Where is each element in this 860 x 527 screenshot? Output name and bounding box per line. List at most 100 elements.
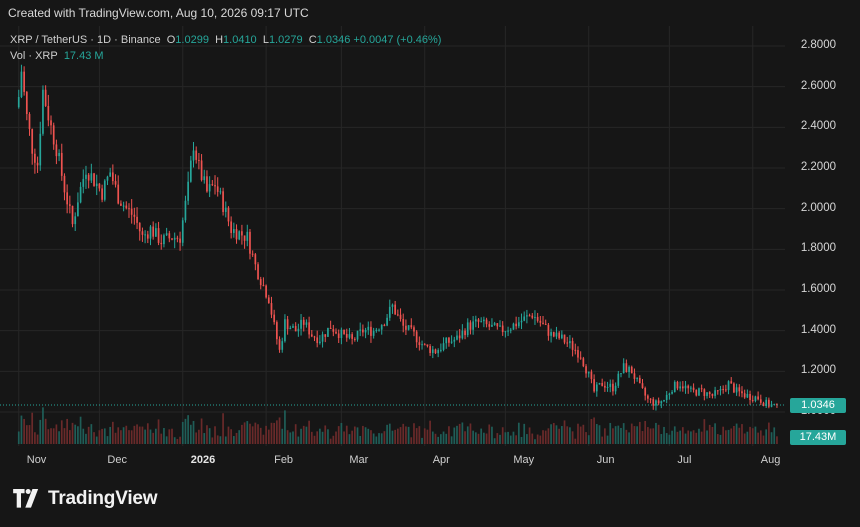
candle-body (504, 331, 507, 333)
volume-bar (450, 436, 453, 444)
volume-bar (523, 423, 526, 444)
volume-bar (749, 426, 751, 444)
volume-bar (203, 433, 206, 444)
volume-bar (337, 426, 340, 444)
volume-bar (552, 422, 555, 444)
tradingview-logo[interactable]: TradingView (10, 488, 158, 510)
volume-bar (448, 426, 450, 444)
candle-body (130, 208, 133, 215)
candle-body (491, 324, 493, 327)
volume-bar (55, 424, 58, 444)
volume-bar (681, 427, 684, 444)
volume-bar (577, 423, 579, 444)
candle-body (211, 184, 214, 186)
volume-bar (251, 426, 254, 444)
volume-bar (281, 428, 284, 444)
volume-bar (138, 426, 141, 444)
volume-bar (31, 412, 34, 444)
candle-body (208, 184, 211, 192)
volume-bar (149, 429, 152, 444)
volume-bar (679, 430, 681, 444)
volume-bar (378, 433, 380, 444)
candle-body (216, 186, 219, 192)
volume-bar (684, 433, 687, 444)
candle-body (429, 346, 431, 354)
volume-bar (708, 424, 711, 444)
candle-body (660, 401, 663, 404)
volume-bar (42, 407, 44, 444)
price-chart[interactable] (0, 26, 860, 476)
volume-bar (163, 428, 165, 444)
volume-bar (663, 426, 665, 444)
candle-body (297, 328, 300, 332)
volume-bar (442, 431, 445, 444)
volume-bar (563, 420, 566, 444)
volume-bar (36, 434, 39, 444)
candle-body (173, 237, 176, 240)
volume-bar (316, 431, 319, 444)
candle-body (179, 238, 181, 243)
candle-body (241, 231, 243, 236)
candle-body (647, 395, 649, 399)
volume-bar (386, 424, 388, 444)
candle-body (668, 393, 671, 395)
volume-bar (144, 429, 146, 444)
candle-body (423, 344, 426, 346)
x-tick-label: Apr (432, 454, 450, 466)
volume-bar (155, 428, 157, 444)
volume-bar (77, 426, 79, 444)
volume-bar (265, 425, 267, 444)
candle-body (353, 338, 356, 340)
volume-bar (722, 426, 725, 444)
volume-bar (173, 437, 176, 444)
candle-body (28, 114, 31, 130)
volume-bar (305, 426, 308, 444)
volume-bar (423, 428, 426, 444)
volume-bar (335, 431, 337, 444)
volume-bars (17, 407, 778, 444)
volume-bar (612, 428, 614, 444)
volume-bar (68, 430, 71, 444)
candle-body (673, 381, 676, 392)
volume-bar (235, 432, 238, 444)
candle-body (340, 329, 343, 339)
created-with-note: Created with TradingView.com, Aug 10, 20… (8, 6, 309, 20)
candle-body (128, 208, 130, 210)
candle-body (329, 327, 332, 329)
candle-body (536, 316, 539, 321)
candle-body (652, 399, 655, 406)
candle-body (254, 254, 257, 265)
volume-bar (746, 431, 749, 444)
volume-bar (571, 431, 574, 444)
volume-bar (50, 428, 52, 444)
volume-bar (714, 423, 716, 444)
volume-bar (453, 427, 456, 444)
candle-body (448, 337, 450, 343)
volume-bar (641, 431, 644, 444)
candle-body (359, 329, 362, 331)
volume-bar (313, 435, 316, 444)
volume-bar (211, 437, 214, 444)
volume-bar (117, 427, 120, 444)
volume-bar (652, 428, 655, 444)
volume-bar (63, 428, 66, 444)
volume-bar (466, 426, 469, 444)
volume-bar (625, 429, 628, 444)
volume-bar (547, 428, 550, 444)
candle-body (528, 315, 531, 317)
candle-body (249, 231, 251, 254)
candle-body (284, 319, 286, 342)
candle-body (421, 344, 423, 346)
candle-body (526, 315, 528, 317)
volume-bar (356, 427, 359, 444)
volume-bar (407, 426, 410, 444)
y-tick-label: 1.6000 (800, 283, 836, 295)
candle-body (464, 330, 466, 336)
candle-body (222, 191, 224, 212)
volume-bar (219, 436, 222, 444)
candle-body (98, 183, 101, 189)
candle-body (695, 389, 698, 396)
volume-bar (232, 436, 235, 444)
candle-body (289, 327, 292, 330)
candle-body (192, 150, 195, 161)
